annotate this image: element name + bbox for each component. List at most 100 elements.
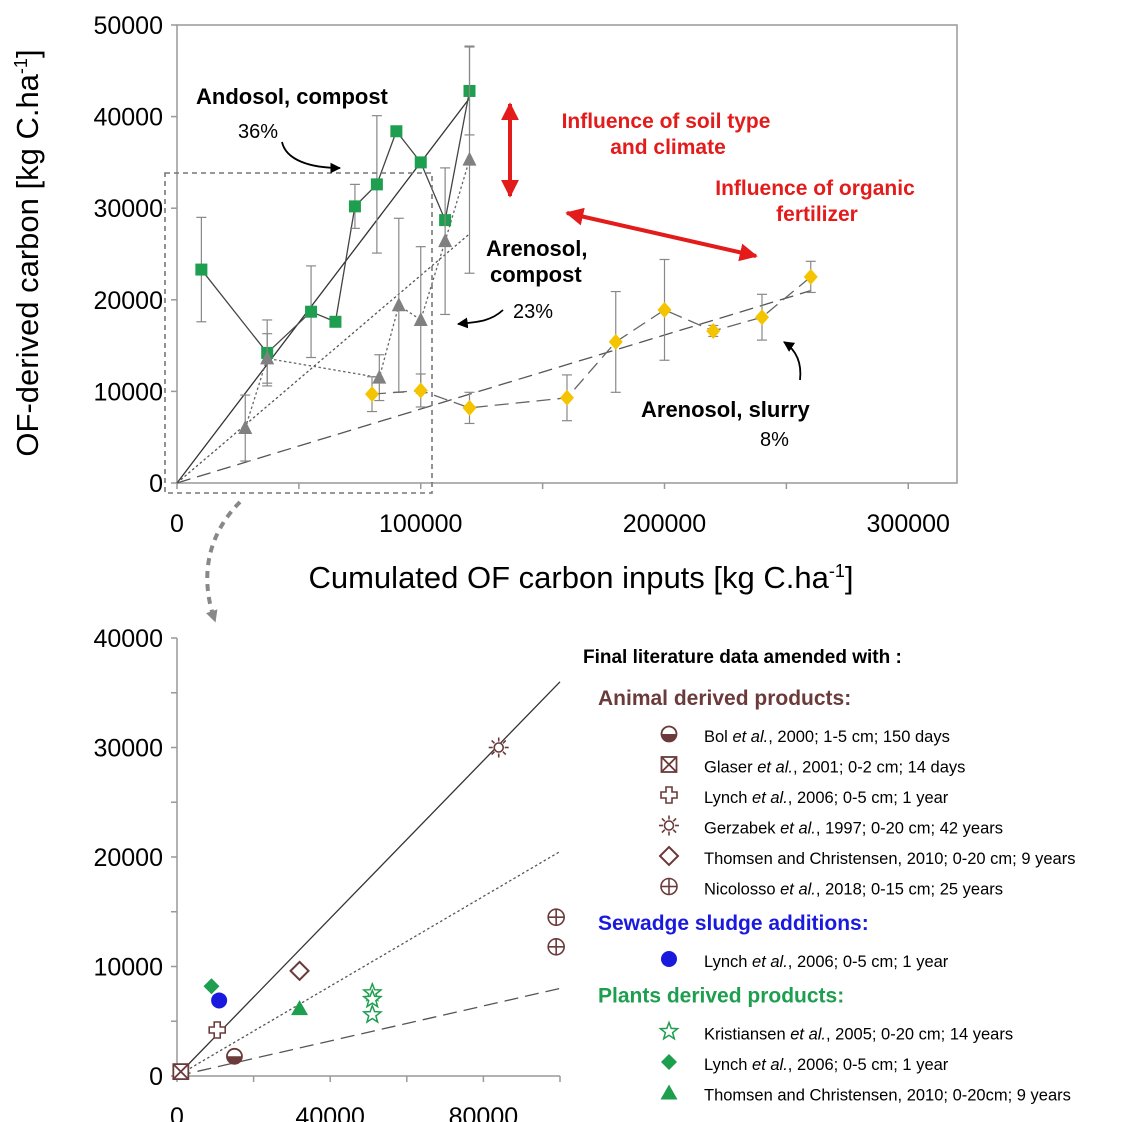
- main-fit-line-solid: [176, 97, 471, 484]
- data-point-triangle: [391, 297, 406, 312]
- main-fit-line-dotted: [176, 233, 470, 484]
- legend-entry: Thomsen and Christensen, 2010; 0-20cm; 9…: [704, 1087, 1071, 1105]
- marker-glaser-icon: [660, 756, 678, 773]
- marker-thomsen-plant-icon: [291, 1000, 309, 1016]
- marker-lynch-plant-icon: [203, 978, 220, 995]
- main-y-tick-label: 20000: [93, 287, 163, 315]
- marker-kristiansen-icon: [361, 1003, 383, 1024]
- data-point-diamond: [462, 399, 477, 416]
- inset-y-tick-label: 40000: [93, 625, 163, 653]
- main-x-tick-label: 100000: [379, 510, 462, 538]
- inset-x-tick-label: 40000: [295, 1103, 365, 1122]
- marker-lynch-animal-icon: [660, 786, 678, 804]
- main-chart: 0 10000 20000 30000 40000 50000 0 100000 200000 3…: [10, 12, 958, 623]
- data-point-square: [370, 178, 383, 191]
- inset-chart: 0 10000 20000 30000 40000 0 40000 80000: [93, 625, 565, 1122]
- inset-x-tick-label: 80000: [449, 1103, 519, 1122]
- legend: Final literature data amended with : Anim…: [583, 647, 1075, 1105]
- main-y-tick-label: 30000: [93, 195, 163, 223]
- data-point-diamond: [755, 309, 769, 326]
- legend-heading: Plants derived products:: [598, 985, 844, 1008]
- inset-y-tick-label: 20000: [93, 844, 163, 872]
- marker-nicolosso-icon: [660, 877, 678, 896]
- data-point-diamond: [560, 389, 574, 406]
- soil-influence-label-1: Influence of soil type: [562, 110, 771, 133]
- marker-thomsen-animal-icon: [658, 845, 680, 867]
- legend-entry: Lynch et al., 2006; 0-5 cm; 1 year: [704, 953, 949, 971]
- legend-entry: Glaser et al., 2001; 0-2 cm; 14 days: [704, 759, 965, 777]
- marker-nicolosso-icon: [547, 937, 565, 956]
- legend-entry: Thomsen and Christensen, 2010; 0-20 cm; …: [704, 850, 1075, 868]
- data-point-triangle: [372, 369, 387, 384]
- data-point-diamond: [657, 301, 672, 318]
- marker-lynch-sludge-icon: [661, 951, 677, 967]
- arenosol-compost-percent: 23%: [513, 301, 553, 323]
- marker-lynch-sludge-icon: [211, 992, 228, 1009]
- main-y-tick-label: 40000: [93, 104, 163, 132]
- data-point-square: [305, 305, 318, 318]
- main-fit-line-dashed: [176, 290, 811, 484]
- inset-axis-ticks: 0 10000 20000 30000 40000 0 40000 80000: [93, 625, 561, 1122]
- data-point-triangle: [238, 420, 253, 435]
- inset-y-tick-label: 0: [149, 1063, 163, 1091]
- main-series-line-square: [200, 90, 471, 354]
- fertilizer-influence-label-1: Influence of organic: [715, 177, 915, 200]
- data-point-diamond: [413, 382, 428, 399]
- marker-gerzabek-icon: [659, 815, 679, 836]
- data-point-square: [348, 200, 361, 213]
- inset-y-tick-label: 10000: [93, 954, 163, 982]
- arenosol-compost-label-1: Arenosol,: [486, 236, 587, 261]
- marker-lynch-animal-icon: [208, 1021, 227, 1039]
- legend-entry: Nicolosso et al., 2018; 0-15 cm; 25 year…: [704, 881, 1003, 899]
- data-point-square: [390, 125, 403, 138]
- marker-bol-icon: [660, 725, 678, 743]
- legend-entry: Bol et al., 2000; 1-5 cm; 150 days: [704, 728, 950, 746]
- marker-glaser-icon: [172, 1063, 190, 1081]
- inset-y-tick-label: 30000: [93, 735, 163, 763]
- legend-entry: Lynch et al., 2006; 0-5 cm; 1 year: [704, 1056, 949, 1074]
- arenosol-slurry-label: Arenosol, slurry: [641, 397, 810, 422]
- main-axis-ticks: 0 10000 20000 30000 40000 50000 0 100000 200000 3…: [93, 12, 950, 538]
- main-y-axis-label: OF-derived carbon [kg C.ha-1]: [10, 49, 45, 456]
- fertilizer-influence-arrow-icon: [565, 207, 758, 262]
- main-series-line-triangle: [244, 159, 471, 429]
- data-point-triangle: [260, 350, 275, 365]
- andosol-pointer-icon: [281, 141, 342, 174]
- main-series-line-diamond: [371, 276, 812, 409]
- legend-title: Final literature data amended with :: [583, 647, 902, 668]
- zoom-region-box: [164, 172, 433, 494]
- data-point-triangle: [438, 233, 453, 248]
- main-plot-frame: [176, 24, 958, 484]
- arenosol-slurry-percent: 8%: [760, 429, 789, 451]
- data-point-square: [414, 156, 427, 169]
- marker-kristiansen-icon: [658, 1020, 680, 1041]
- main-x-tick-label: 300000: [867, 510, 950, 538]
- main-y-tick-label: 10000: [93, 378, 163, 406]
- data-point-square: [329, 315, 342, 328]
- main-x-axis-label: Cumulated OF carbon inputs [kg C.ha-1]: [308, 560, 853, 595]
- soil-influence-label-2: and climate: [610, 136, 726, 159]
- data-point-diamond: [608, 333, 623, 350]
- marker-lynch-plant-icon: [661, 1054, 677, 1070]
- marker-thomsen-animal-icon: [289, 960, 310, 982]
- data-point-diamond: [803, 268, 818, 285]
- data-point-triangle: [413, 311, 428, 326]
- legend-heading: Animal derived products:: [598, 687, 851, 710]
- main-series: [195, 45, 818, 462]
- arenosol-compost-pointer-icon: [456, 309, 504, 329]
- main-x-tick-label: 0: [170, 510, 184, 538]
- arenosol-compost-label-2: compost: [490, 262, 582, 287]
- marker-thomsen-plant-icon: [660, 1084, 678, 1100]
- inset-x-tick-label: 0: [170, 1103, 184, 1122]
- data-point-square: [195, 263, 208, 276]
- fertilizer-influence-label-2: fertilizer: [776, 203, 858, 226]
- marker-bol-icon: [226, 1047, 243, 1065]
- marker-gerzabek-icon: [488, 737, 509, 758]
- marker-nicolosso-icon: [547, 908, 565, 927]
- inset-fit-line-dotted: [176, 850, 561, 1077]
- data-point-diamond: [706, 322, 721, 339]
- legend-entry: Lynch et al., 2006; 0-5 cm; 1 year: [704, 789, 949, 807]
- legend-entry: Gerzabek et al., 1997; 0-20 cm; 42 years: [704, 820, 1003, 838]
- main-x-tick-label: 200000: [623, 510, 706, 538]
